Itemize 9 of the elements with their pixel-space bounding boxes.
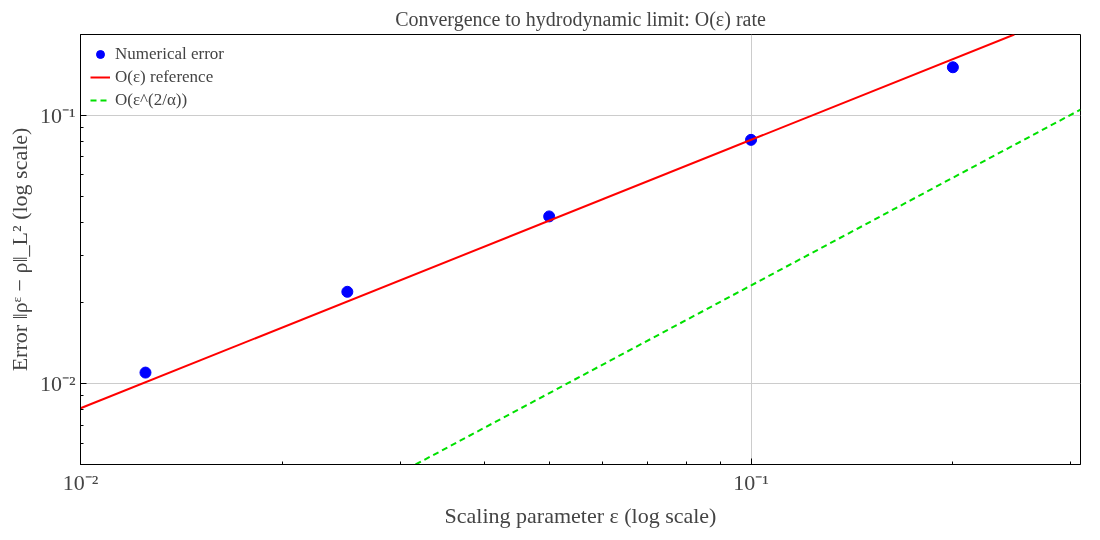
point <box>946 61 959 74</box>
legend-label: Numerical error <box>115 44 225 64</box>
legend-label: O(ε^(2/α)) <box>115 90 188 110</box>
x-axis-title: Scaling parameter ε (log scale) <box>444 502 717 528</box>
y-axis-title: Error ‖ρᵋ − ρ‖_L² (log scale) <box>6 127 32 372</box>
chart-title: Convergence to hydrodynamic limit: O(ε) rate <box>395 7 766 31</box>
legend-label: O(ε) reference <box>115 67 214 87</box>
point <box>139 366 152 379</box>
point <box>341 285 354 298</box>
